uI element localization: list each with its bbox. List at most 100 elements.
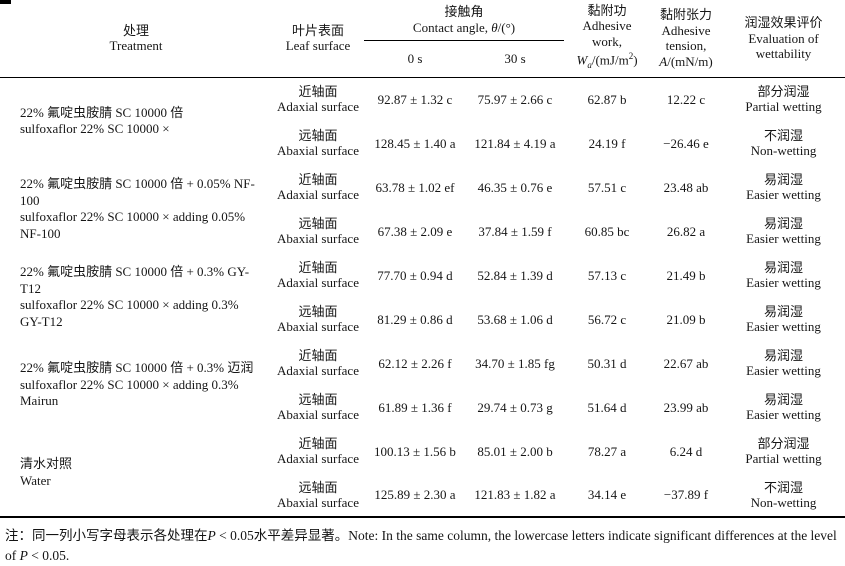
- treatment-en: sulfoxaflor 22% SC 10000 ×: [20, 121, 170, 137]
- theta-symbol: θ: [491, 19, 498, 35]
- contact-angle-0s-value: 128.45 ± 1.40 a: [374, 135, 456, 151]
- adhesive-tension-value: 6.24 d: [669, 443, 703, 459]
- table-row: 远轴面 Abaxial surface 67.38 ± 2.09 e 37.84 ± …: [0, 209, 845, 253]
- leaf-surface-en: Adaxial surface: [277, 451, 359, 466]
- wettability-en: Easier wetting: [746, 363, 821, 378]
- treatment-cell: 22% 氟啶虫胺腈 SC 10000 倍 + 0.05% NF-100 sulfo…: [0, 165, 272, 253]
- contact-angle-0s-value: 67.38 ± 2.09 e: [377, 223, 453, 239]
- header-treatment-en: Treatment: [109, 38, 163, 54]
- table-footnote: 注：同一列小写字母表示各处理在P < 0.05水平差异显著。Note: In t…: [5, 528, 837, 563]
- wettability-cell: 易润湿 Easier wetting: [722, 385, 845, 429]
- header-contact-angle-en: Contact angle, θ/(°): [412, 19, 516, 35]
- wettability-cell: 易润湿 Easier wetting: [722, 253, 845, 297]
- treatment-zh: 22% 氟啶虫胺腈 SC 10000 倍: [20, 104, 184, 120]
- header-contact-angle: 接触角 Contact angle, θ/(°): [364, 0, 565, 41]
- header-adhesive-tension-unit: A/(mN/m): [659, 53, 713, 69]
- contact-angle-30s-value: 121.83 ± 1.82 a: [474, 487, 556, 502]
- header-contact-angle-zh: 接触角: [444, 4, 484, 20]
- wettability-zh: 部分润湿: [757, 84, 810, 100]
- wettability-cell: 易润湿 Easier wetting: [722, 209, 845, 253]
- leaf-surface-zh: 近轴面: [298, 348, 338, 363]
- adhesive-work-value: 57.51 c: [587, 179, 627, 195]
- contact-angle-0s-value: 77.70 ± 0.94 d: [377, 267, 453, 283]
- leaf-surface-cell: 近轴面 Adaxial surface: [272, 341, 364, 385]
- leaf-surface-en: Abaxial surface: [277, 494, 359, 510]
- header-adhesive-tension: 黏附张力 Adhesive tension, A/(mN/m): [650, 0, 723, 78]
- adhesive-tension-value: 21.09 b: [666, 311, 706, 327]
- leaf-surface-cell: 远轴面 Abaxial surface: [272, 297, 364, 341]
- leaf-surface-zh: 近轴面: [298, 436, 338, 451]
- treatment-cell: 22% 氟啶虫胺腈 SC 10000 倍 + 0.3% GY-T12 sulfox…: [0, 253, 272, 341]
- contact-angle-0s-value: 100.13 ± 1.56 b: [374, 443, 456, 459]
- treatment-en: sulfoxaflor 22% SC 10000 × adding 0.3% G…: [20, 297, 239, 329]
- header-adhesive-work: 黏附功 Adhesive work, Wa/(mJ/m2): [564, 0, 651, 78]
- leaf-surface-zh: 远轴面: [298, 304, 338, 319]
- adhesive-work-value: 62.87 b: [587, 91, 627, 107]
- wettability-zh: 不润湿: [764, 479, 804, 495]
- treatment-cell: 22% 氟啶虫胺腈 SC 10000 倍 + 0.3% 迈润 sulfoxaflo…: [0, 341, 272, 429]
- wettability-cell: 部分润湿 Partial wetting: [722, 77, 845, 121]
- table-row: 远轴面 Abaxial surface 128.45 ± 1.40 a 121.84 …: [0, 121, 845, 165]
- wettability-cell: 易润湿 Easier wetting: [722, 165, 845, 209]
- treatment-cell: 清水对照 Water: [0, 429, 272, 517]
- header-adhesive-work-zh: 黏附功: [587, 2, 627, 18]
- contact-angle-0s-value: 62.12 ± 2.26 f: [378, 355, 452, 371]
- wettability-en: Non-wetting: [750, 143, 817, 158]
- wettability-cell: 部分润湿 Partial wetting: [722, 429, 845, 473]
- wettability-zh: 易润湿: [764, 216, 804, 231]
- header-leaf-surface: 叶片表面 Leaf surface: [272, 0, 364, 78]
- treatment-en: sulfoxaflor 22% SC 10000 × adding 0.05% …: [20, 209, 246, 241]
- table-row: 22% 氟啶虫胺腈 SC 10000 倍 + 0.3% GY-T12 sulfox…: [0, 253, 845, 329]
- wettability-cell: 不润湿 Non-wetting: [722, 121, 845, 165]
- wettability-en: Partial wetting: [745, 99, 822, 115]
- wettability-zh: 易润湿: [764, 172, 804, 187]
- header-leaf-surface-en: Leaf surface: [285, 38, 351, 54]
- table-body: 22% 氟啶虫胺腈 SC 10000 倍 sulfoxaflor 22% SC 1…: [0, 77, 845, 517]
- leaf-surface-en: Adaxial surface: [277, 275, 359, 290]
- leaf-surface-en: Abaxial surface: [277, 231, 359, 246]
- treatment-zh: 清水对照: [20, 456, 73, 471]
- leaf-surface-zh: 近轴面: [298, 172, 338, 187]
- wettability-zh: 易润湿: [764, 392, 804, 407]
- table-header: 处理 Treatment 叶片表面 Leaf surface 接触角 Conta…: [0, 0, 845, 78]
- treatment-zh: 22% 氟啶虫胺腈 SC 10000 倍 + 0.3% 迈润: [20, 360, 254, 376]
- leaf-surface-en: Adaxial surface: [277, 363, 359, 378]
- leaf-surface-zh: 远轴面: [298, 216, 338, 231]
- adhesive-work-value: 78.27 a: [587, 443, 627, 459]
- table-row: 远轴面 Abaxial surface 81.29 ± 0.86 d 53.68 ± …: [0, 297, 845, 341]
- treatment-zh: 22% 氟啶虫胺腈 SC 10000 倍 + 0.3% GY-T12: [20, 264, 250, 296]
- leaf-surface-cell: 近轴面 Adaxial surface: [272, 429, 364, 473]
- wettability-en: Easier wetting: [746, 407, 821, 422]
- treatment-cell: 22% 氟啶虫胺腈 SC 10000 倍 sulfoxaflor 22% SC 1…: [0, 77, 272, 165]
- leaf-surface-zh: 远轴面: [298, 479, 338, 495]
- table-row: 远轴面 Abaxial surface 125.89 ± 2.30 a 121.83 …: [0, 473, 845, 517]
- table-row: 清水对照 Water 近轴面 Adaxial surface 100.13 ± 1.56…: [0, 429, 845, 488]
- contact-angle-30s-value: 29.74 ± 0.73 g: [477, 399, 553, 415]
- adhesive-tension-value: 23.48 ab: [663, 179, 709, 195]
- adhesive-tension-value: 12.22 c: [666, 91, 706, 107]
- treatment-zh: 22% 氟啶虫胺腈 SC 10000 倍 + 0.05% NF-100: [20, 176, 255, 208]
- table-row: 22% 氟啶虫胺腈 SC 10000 倍 + 0.05% NF-100 sulfo…: [0, 165, 845, 241]
- leaf-surface-zh: 远轴面: [298, 128, 338, 143]
- header-wettability-zh: 润湿效果评价: [744, 15, 823, 30]
- contact-angle-0s-value: 81.29 ± 0.86 d: [377, 311, 453, 327]
- leaf-surface-cell: 远轴面 Abaxial surface: [272, 473, 364, 517]
- contact-angle-30s-value: 52.84 ± 1.39 d: [477, 267, 553, 283]
- wettability-zh: 易润湿: [764, 260, 804, 275]
- p-symbol: P: [19, 548, 28, 563]
- contact-angle-0s-value: 63.78 ± 1.02 ef: [375, 179, 455, 195]
- header-adhesive-work-unit: Wa/(mJ/m2): [576, 51, 638, 71]
- leaf-surface-cell: 远轴面 Abaxial surface: [272, 121, 364, 165]
- wettability-cell: 易润湿 Easier wetting: [722, 297, 845, 341]
- wettability-en: Partial wetting: [745, 451, 822, 466]
- wettability-cell: 易润湿 Easier wetting: [722, 341, 845, 385]
- header-30s: 30 s: [466, 40, 565, 78]
- adhesive-work-value: 51.64 d: [587, 399, 627, 415]
- adhesive-work-value: 34.14 e: [587, 487, 627, 502]
- adhesive-tension-value: 23.99 ab: [663, 399, 709, 415]
- wettability-zh: 部分润湿: [757, 436, 810, 451]
- leaf-surface-zh: 远轴面: [298, 392, 338, 407]
- header-adhesive-tension-zh: 黏附张力: [660, 7, 713, 23]
- table-row: 远轴面 Abaxial surface 61.89 ± 1.36 f 29.74 ± …: [0, 385, 845, 429]
- wettability-zh: 不润湿: [764, 128, 804, 143]
